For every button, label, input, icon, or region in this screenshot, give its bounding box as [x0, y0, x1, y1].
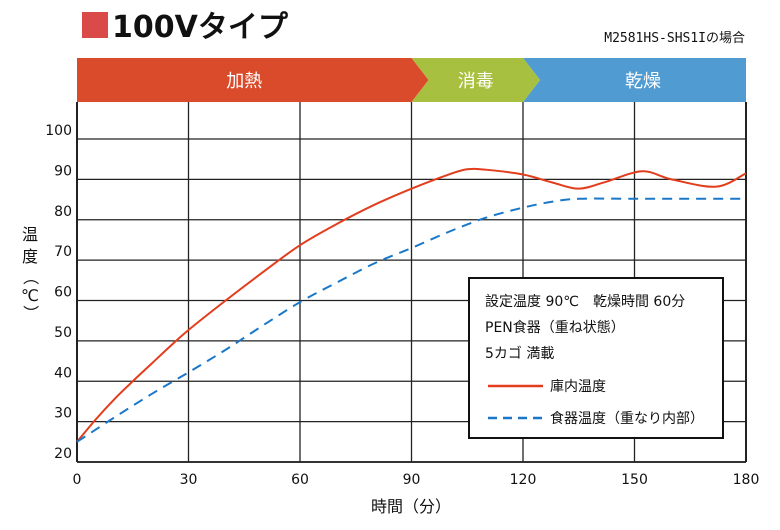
series-line-chamber-temperature: [76, 167, 747, 443]
y-tick-label-40: 40: [54, 365, 72, 381]
legend-note-dishes: PEN食器（重ね状態）: [485, 319, 625, 336]
title-marker-square: [82, 12, 108, 38]
y-axis-title-char-5: ）: [21, 305, 40, 321]
y-axis-tick-labels: 20 30 40 50 60 70 80 90 100: [45, 123, 72, 462]
phase-label-drying: 乾燥: [625, 71, 661, 92]
x-tick-label-120: 120: [510, 472, 537, 488]
phase-arrow-disinfection: [411, 58, 540, 102]
phase-arrow-heating: [77, 58, 429, 102]
x-tick-label-90: 90: [403, 472, 421, 488]
y-tick-label-50: 50: [54, 325, 72, 341]
legend-box: [468, 277, 724, 439]
x-tick-label-0: 0: [73, 472, 82, 488]
x-tick-label-60: 60: [291, 472, 309, 488]
phase-bar: 加熱 消毒 乾燥: [77, 58, 746, 102]
x-axis-title: 時間（分）: [371, 497, 451, 516]
y-tick-label-30: 30: [54, 406, 72, 422]
legend-label-chamber-temperature: 庫内温度: [550, 378, 606, 395]
grid: [76, 102, 747, 463]
y-tick-label-60: 60: [54, 285, 72, 301]
x-axis-tick-labels: 0 30 60 90 120 150 180: [73, 472, 760, 488]
y-tick-label-100: 100: [45, 123, 72, 139]
chart-title: 100Vタイプ: [112, 10, 289, 45]
y-axis-title-char-2: 度: [22, 247, 38, 266]
y-tick-label-90: 90: [54, 163, 72, 179]
y-axis-title-char-1: 温: [22, 225, 38, 244]
phase-block-drying: [523, 58, 746, 102]
x-tick-label-180: 180: [733, 472, 760, 488]
y-axis-title: 温 度 （ ℃ ）: [21, 225, 40, 321]
y-axis-title-char-3: （: [21, 269, 40, 285]
y-tick-label-80: 80: [54, 204, 72, 220]
phase-label-disinfection: 消毒: [458, 71, 494, 92]
legend-note-load: 5カゴ 満載: [485, 345, 554, 362]
y-tick-label-20: 20: [54, 446, 72, 462]
y-tick-label-70: 70: [54, 244, 72, 260]
x-tick-label-150: 150: [621, 472, 648, 488]
legend-label-dish-temperature: 食器温度（重なり内部）: [550, 410, 704, 427]
model-note: M2581HS-SHS1Iの場合: [604, 31, 745, 46]
y-axis-title-char-4: ℃: [21, 286, 39, 305]
phase-label-heating: 加熱: [226, 71, 262, 92]
series-line-dish-temperature: [76, 197, 746, 443]
legend-note-settings: 設定温度 90℃ 乾燥時間 60分: [485, 294, 685, 310]
legend: 設定温度 90℃ 乾燥時間 60分 PEN食器（重ね状態） 5カゴ 満載 庫内温…: [468, 277, 724, 439]
x-tick-label-30: 30: [180, 472, 198, 488]
